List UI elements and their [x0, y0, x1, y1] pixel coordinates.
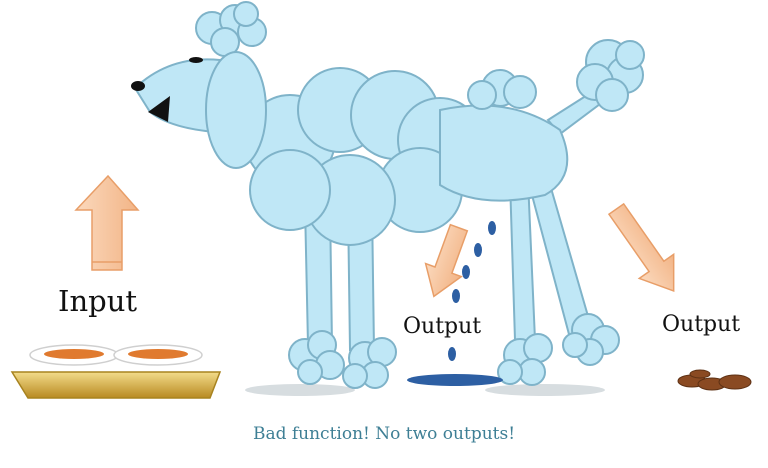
ground-shadow: [245, 384, 605, 396]
up-arrow-icon: [76, 176, 138, 270]
down-arrow-icon-right: [599, 197, 691, 303]
input-label: Input: [58, 284, 137, 318]
food-bowl-icon: [12, 345, 220, 398]
output-label-right: Output: [662, 312, 740, 337]
puddle-icon: [407, 374, 503, 386]
output-label-left: Output: [403, 314, 481, 339]
caption: Bad function! No two outputs!: [0, 424, 768, 444]
down-arrow-icon-left: [416, 221, 477, 303]
poodle-icon: [135, 2, 644, 388]
poop-icon: [678, 370, 751, 390]
